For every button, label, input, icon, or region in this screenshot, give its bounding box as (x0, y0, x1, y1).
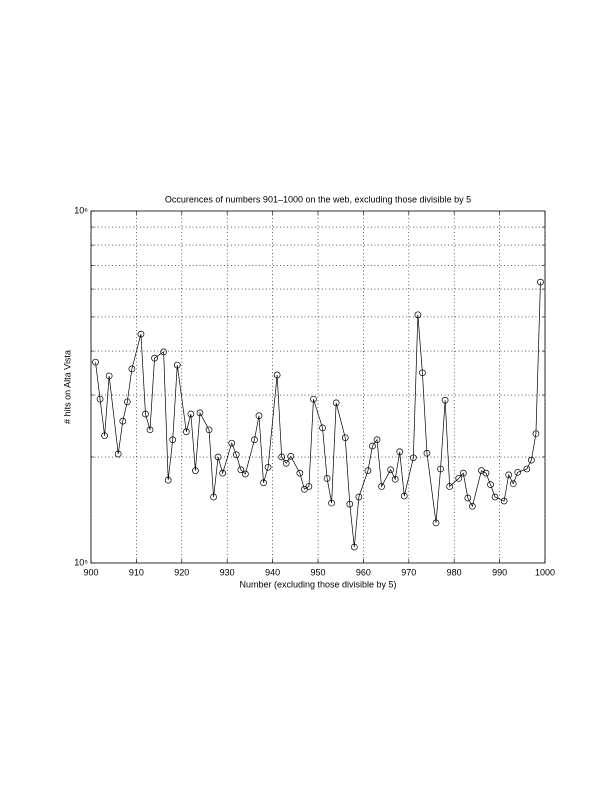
data-point (128, 365, 136, 373)
data-point (373, 436, 381, 444)
data-point (196, 409, 204, 417)
data-point (214, 453, 222, 461)
data-point (464, 494, 472, 502)
data-point (437, 465, 444, 473)
data-point (341, 434, 349, 442)
plot-frame (90, 210, 546, 564)
data-point (323, 474, 331, 482)
data-point (260, 479, 267, 487)
data-point (137, 330, 145, 338)
data-point (523, 465, 531, 473)
data-point (282, 459, 290, 467)
data-point (505, 471, 513, 479)
y-tick-label: 10⁵ (74, 557, 88, 567)
x-axis-label: Number (excluding those divisible by 5) (239, 579, 396, 589)
data-point (319, 424, 326, 432)
data-point (441, 396, 449, 404)
data-point (151, 354, 158, 362)
data-point (446, 483, 454, 490)
data-point (459, 469, 467, 477)
data-point (205, 426, 213, 434)
data-point (328, 499, 335, 507)
data-point (487, 481, 494, 488)
data-point (164, 476, 172, 484)
data-point (455, 474, 463, 482)
x-tick-label: 930 (220, 567, 235, 577)
data-point (173, 361, 181, 369)
data-point (251, 436, 258, 444)
data-point (142, 410, 149, 418)
data-point (423, 449, 431, 457)
data-point (210, 493, 217, 501)
x-tick-label: 920 (174, 567, 189, 577)
x-tick-label: 900 (83, 567, 98, 577)
data-point (146, 426, 154, 434)
data-line (95, 282, 541, 548)
data-point (414, 311, 422, 319)
data-point (387, 466, 394, 474)
data-point (232, 451, 240, 459)
data-point (160, 348, 167, 356)
data-point (391, 475, 399, 483)
x-tick-label: 980 (447, 567, 462, 577)
data-point (242, 470, 249, 478)
data-point (187, 410, 195, 418)
data-point (350, 543, 358, 551)
data-point (332, 399, 340, 407)
x-tick-label: 990 (492, 567, 507, 577)
data-point (182, 428, 190, 436)
data-point (491, 493, 499, 501)
x-tick-label: 1000 (535, 567, 555, 577)
data-point (119, 417, 127, 425)
x-tick-label: 960 (356, 567, 371, 577)
chart-title: Occurences of numbers 901–1000 on the we… (165, 194, 471, 204)
data-point (264, 463, 272, 471)
data-point (123, 398, 131, 406)
data-point (369, 442, 376, 450)
data-point (419, 369, 426, 377)
data-point (355, 493, 363, 501)
data-point (287, 452, 295, 460)
data-point (114, 450, 122, 458)
data-point (105, 372, 113, 380)
data-point (509, 480, 517, 488)
data-point (500, 497, 508, 505)
data-point (92, 358, 99, 366)
y-axis-label: # hits on Alta Vista (62, 350, 72, 424)
data-point (96, 395, 104, 403)
data-point (278, 453, 286, 461)
data-point (400, 492, 408, 500)
data-point (296, 469, 304, 477)
y-tick-label: 10⁶ (74, 205, 88, 215)
x-tick-label: 940 (265, 567, 280, 577)
data-point (396, 448, 404, 456)
data-point (514, 468, 522, 476)
data-point (532, 430, 540, 438)
data-point (469, 502, 476, 510)
x-tick-label: 910 (129, 567, 144, 577)
data-point (364, 467, 372, 474)
data-point (432, 519, 440, 527)
data-point (482, 469, 490, 477)
data-point (237, 466, 245, 474)
data-point (101, 432, 108, 440)
data-point (169, 436, 177, 444)
data-point (310, 395, 317, 403)
data-point (255, 412, 263, 420)
data-point (305, 483, 313, 490)
data-point (219, 469, 227, 477)
data-point (346, 500, 354, 508)
data-point (537, 278, 544, 286)
x-tick-label: 970 (401, 567, 416, 577)
data-point (528, 456, 535, 464)
data-point (409, 454, 417, 462)
x-tick-label: 950 (310, 567, 325, 577)
data-point (273, 371, 281, 379)
data-point (378, 483, 385, 490)
data-point (192, 467, 199, 474)
data-point (228, 439, 236, 447)
